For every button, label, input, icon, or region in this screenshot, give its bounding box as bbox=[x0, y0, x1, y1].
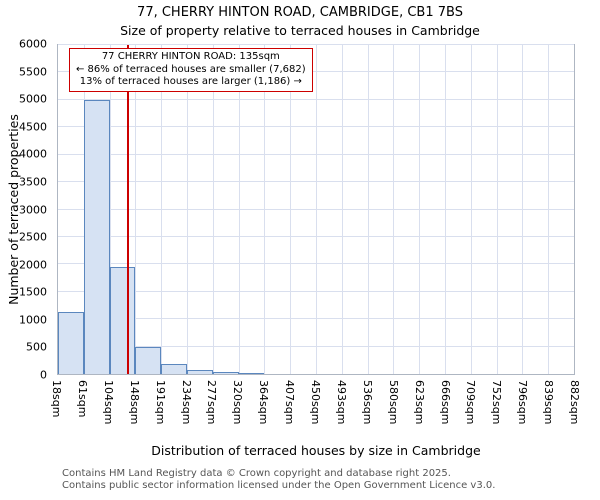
y-tick-label: 4000 bbox=[19, 147, 47, 161]
x-tick-label: 61sqm bbox=[75, 380, 89, 418]
x-tick-label: 752sqm bbox=[490, 380, 504, 425]
histogram-bar bbox=[238, 372, 265, 374]
y-tick-label: 6000 bbox=[19, 37, 47, 51]
y-tick-label: 3500 bbox=[19, 175, 47, 189]
x-tick-label: 191sqm bbox=[153, 380, 167, 425]
v-gridline bbox=[135, 45, 137, 374]
x-axis-label: Distribution of terraced houses by size … bbox=[151, 443, 481, 458]
y-tick-label: 0 bbox=[40, 368, 47, 382]
annotation-box: 77 CHERRY HINTON ROAD: 135sqm ← 86% of t… bbox=[69, 48, 313, 92]
y-tick-label: 2500 bbox=[19, 230, 47, 244]
v-gridline bbox=[522, 45, 524, 374]
histogram-bar bbox=[109, 267, 136, 374]
x-tick-label: 364sqm bbox=[257, 380, 271, 425]
annotation-line-1: 77 CHERRY HINTON ROAD: 135sqm bbox=[101, 51, 280, 62]
x-tick-label: 104sqm bbox=[101, 380, 115, 425]
histogram-bars-layer bbox=[58, 45, 574, 374]
x-tick-label: 623sqm bbox=[412, 380, 426, 425]
x-tick-label: 450sqm bbox=[309, 380, 322, 425]
y-tick-label: 3000 bbox=[19, 203, 47, 216]
x-tick-label: 234sqm bbox=[179, 380, 193, 425]
x-tick-label: 18sqm bbox=[50, 380, 63, 418]
attribution-footer: Contains HM Land Registry data © Crown c… bbox=[62, 468, 495, 491]
histogram-bar bbox=[135, 346, 162, 374]
v-gridline bbox=[212, 45, 214, 374]
v-gridline bbox=[393, 45, 395, 374]
x-tick-label: 882sqm bbox=[568, 380, 581, 425]
annotation-line-2: ← 86% of terraced houses are smaller (7,… bbox=[76, 63, 306, 75]
histogram-bar bbox=[187, 369, 213, 374]
v-gridline bbox=[445, 45, 446, 374]
gridline-layer bbox=[58, 44, 574, 374]
y-tick-label: 4500 bbox=[19, 120, 47, 134]
v-gridline bbox=[419, 45, 421, 374]
histogram-bar bbox=[161, 363, 187, 374]
y-tick-label: 1000 bbox=[19, 313, 47, 327]
x-tick-label: 536sqm bbox=[360, 380, 374, 425]
x-tick-label: 320sqm bbox=[231, 380, 245, 425]
v-gridline bbox=[264, 45, 266, 374]
v-gridline bbox=[341, 45, 343, 374]
v-gridline bbox=[316, 45, 317, 374]
y-tick-label: 2000 bbox=[19, 258, 47, 272]
v-gridline bbox=[109, 45, 111, 374]
histogram-bar bbox=[58, 312, 84, 374]
v-gridline bbox=[548, 45, 550, 374]
v-gridline bbox=[470, 45, 472, 374]
x-tick-label: 580sqm bbox=[386, 380, 400, 425]
v-gridline bbox=[187, 45, 188, 374]
chart-title: 77, CHERRY HINTON ROAD, CAMBRIDGE, CB1 7… bbox=[137, 5, 463, 20]
footer-line-1: Contains HM Land Registry data © Crown c… bbox=[62, 468, 451, 479]
annotation-line-3: 13% of terraced houses are larger (1,186… bbox=[79, 76, 302, 87]
v-gridline bbox=[161, 45, 163, 374]
x-axis-tick-labels: 18sqm 61sqm 104sqm 148sqm 191sqm 234sqm 277sqm… bbox=[50, 377, 581, 441]
x-tick-label: 148sqm bbox=[127, 380, 141, 425]
x-tick-label: 277sqm bbox=[205, 380, 219, 425]
x-tick-label: 709sqm bbox=[464, 380, 478, 425]
v-gridline bbox=[496, 45, 498, 374]
y-tick-label: 5000 bbox=[19, 92, 47, 106]
h-gridline bbox=[58, 44, 574, 45]
x-tick-label: 796sqm bbox=[516, 380, 530, 425]
y-tick-label: 1500 bbox=[19, 285, 47, 299]
histogram-bar bbox=[83, 99, 110, 374]
v-gridline bbox=[238, 45, 240, 374]
x-tick-label: 407sqm bbox=[283, 380, 297, 425]
chart-subtitle: Size of property relative to terraced ho… bbox=[120, 23, 480, 38]
v-gridline bbox=[290, 45, 292, 374]
x-tick-label: 493sqm bbox=[334, 380, 348, 425]
y-tick-label: 5500 bbox=[19, 65, 47, 79]
x-tick-label: 839sqm bbox=[542, 380, 556, 425]
y-tick-label: 500 bbox=[26, 340, 47, 354]
property-size-marker-line bbox=[126, 45, 129, 374]
histogram-bar bbox=[212, 372, 239, 374]
v-gridline bbox=[367, 45, 369, 374]
footer-line-2: Contains public sector information licen… bbox=[62, 479, 496, 491]
x-tick-label: 666sqm bbox=[438, 380, 452, 425]
plot-area: 77 CHERRY HINTON ROAD: 135sqm ← 86% of t… bbox=[57, 44, 575, 375]
y-axis-tick-labels: 0 500 1000 1500 2000 2500 3000 3500 4000 4500 5000… bbox=[0, 38, 52, 382]
